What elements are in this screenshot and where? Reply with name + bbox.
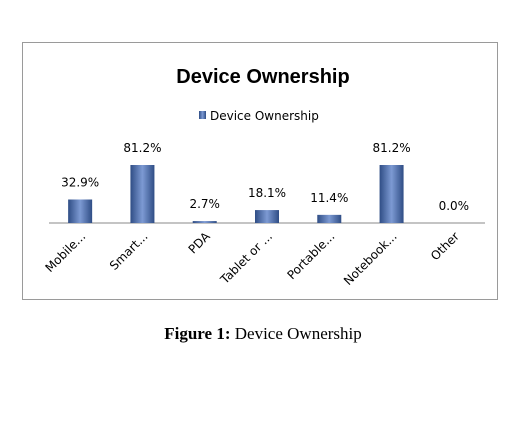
x-tick-label-3: PDA <box>186 229 214 257</box>
bar-3 <box>192 221 217 223</box>
chart-container: Device Ownership Device Ownership 32.9% 8… <box>22 42 498 300</box>
caption-text: Device Ownership <box>234 324 362 343</box>
bar-2 <box>130 165 155 223</box>
x-tick-label-6: Notebook... <box>341 229 400 288</box>
x-tick-label-1: Mobile... <box>42 229 88 275</box>
legend-entry: Device Ownership <box>210 109 319 123</box>
data-label-4: 18.1% <box>248 186 286 200</box>
caption-label: Figure 1: <box>164 324 231 343</box>
data-label-2: 81.2% <box>123 141 161 155</box>
bar-5 <box>317 214 342 223</box>
data-label-5: 11.4% <box>310 191 348 205</box>
data-label-3: 2.7% <box>189 197 220 211</box>
legend-swatch <box>199 111 206 119</box>
data-label-6: 81.2% <box>373 141 411 155</box>
data-label-7: 0.0% <box>439 199 470 213</box>
chart-title: Device Ownership <box>176 66 349 88</box>
x-tick-label-2: Smart... <box>107 229 151 273</box>
bar-6 <box>379 165 404 223</box>
bar-1 <box>68 199 93 223</box>
data-label-1: 32.9% <box>61 176 99 190</box>
x-tick-label-4: Tablet or ... <box>217 229 275 287</box>
figure-caption: Figure 1: Device Ownership <box>0 324 526 344</box>
x-tick-label-7: Other <box>428 229 462 263</box>
bar-chart: Device Ownership Device Ownership 32.9% 8… <box>42 66 485 288</box>
x-tick-label-5: Portable... <box>284 229 337 282</box>
bar-4 <box>255 210 279 223</box>
